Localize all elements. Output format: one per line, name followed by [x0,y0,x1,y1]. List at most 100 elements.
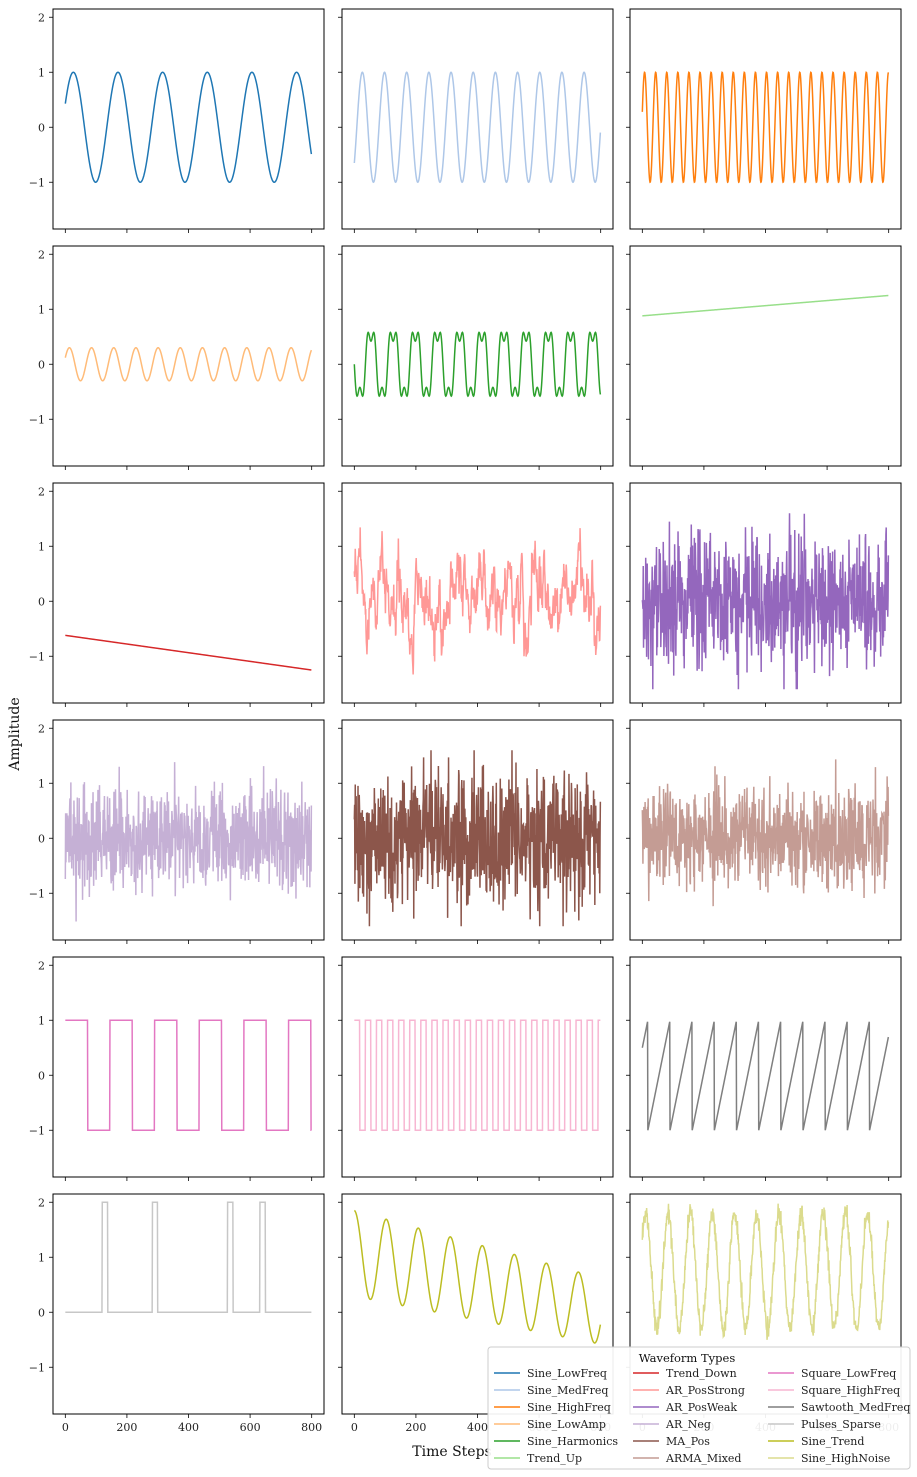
series-line-sine-lowamp [64,347,313,382]
legend-label: Square_HighFreq [801,1384,900,1397]
subplot-square-highfreq [338,956,614,1181]
series-line-ar-posstrong [353,527,602,675]
subplot-grid: −1 0 1 2 −1 0 1 2 −1 0 1 2 −1 0 1 2 −1 0 1 2 −1 0 1 2 0 200 400 600… [29,8,902,1434]
legend-item: Pulses_Sparse [768,1418,881,1431]
series-line-sine-lowfreq [64,71,313,183]
y-tick-label: −1 [29,1124,45,1137]
legend-label: Trend_Down [666,1367,737,1380]
y-axis-label: Amplitude [7,697,23,771]
legend-title: Waveform Types [639,1351,736,1365]
series-line-pulses-sparse [65,1201,312,1313]
series-line-sine-harmonics [353,331,602,398]
y-tick-label: 2 [38,722,45,735]
y-tick-label: 2 [38,1196,45,1209]
x-tick-label: 400 [467,1421,488,1434]
axes-frame [52,245,325,467]
y-tick-label: 1 [38,777,45,790]
y-tick-label: −1 [29,887,45,900]
subplot-sine-lowfreq: −1 0 1 2 [29,8,325,233]
series-line-square-lowfreq [65,1019,312,1131]
legend-item: Square_HighFreq [768,1384,900,1397]
legend-label: AR_PosWeak [665,1401,737,1414]
legend-item: AR_Neg [633,1418,711,1431]
series-line-square-highfreq [354,1019,601,1131]
subplot-sine-harmonics [338,245,614,470]
subplot-sine-lowamp: −1 0 1 2 [29,245,325,470]
legend-item: ARMA_Mixed [633,1452,741,1465]
legend-item: Sawtooth_MedFreq [768,1401,910,1414]
series-line-sine-trend [353,1209,602,1344]
subplot-trend-down: −1 0 1 2 [29,482,325,707]
legend-item: Sine_HighFreq [494,1401,611,1414]
legend: Waveform Types Sine_LowFreq Sine_MedFreq Si… [487,1346,911,1470]
axes-frame [341,245,614,467]
y-tick-label: −1 [29,1361,45,1374]
legend-item: Sine_MedFreq [494,1384,608,1397]
x-tick-label: 200 [116,1421,137,1434]
series-line-sine-highfreq [641,71,890,184]
subplot-ar-neg: −1 0 1 2 [29,719,325,944]
series-line-trend-down [65,634,312,671]
y-tick-label: 0 [38,358,45,371]
legend-label: Sine_LowFreq [527,1367,607,1380]
x-tick-label: 800 [301,1421,322,1434]
y-tick-label: 1 [38,540,45,553]
legend-item: AR_PosStrong [633,1384,745,1397]
y-tick-label: 1 [38,303,45,316]
y-tick-label: 1 [38,66,45,79]
axes-frame [52,1193,325,1415]
axes-frame [629,245,902,467]
subplot-square-lowfreq: −1 0 1 2 [29,956,325,1181]
series-line-trend-up [642,294,889,317]
y-tick-label: 2 [38,959,45,972]
y-tick-label: 0 [38,1069,45,1082]
legend-item: Sine_Harmonics [494,1435,618,1448]
y-tick-label: −1 [29,413,45,426]
subplot-ma-pos [338,719,614,944]
y-tick-label: −1 [29,176,45,189]
series-line-sawtooth-medfreq [641,1021,890,1131]
x-tick-label: 200 [405,1421,426,1434]
series-line-ma-pos [353,750,602,927]
legend-item: Trend_Up [494,1452,582,1465]
y-tick-label: 0 [38,1306,45,1319]
legend-label: Trend_Up [527,1452,582,1465]
legend-label: Sine_Harmonics [527,1435,618,1448]
y-tick-label: 1 [38,1014,45,1027]
legend-item: AR_PosWeak [633,1401,737,1414]
legend-label: AR_Neg [665,1418,711,1431]
legend-item: Square_LowFreq [768,1367,896,1380]
axes-frame [52,956,325,1178]
x-tick-label: 600 [240,1421,261,1434]
y-tick-label: 0 [38,121,45,134]
y-tick-label: 2 [38,485,45,498]
subplot-trend-up [626,245,902,470]
y-tick-label: 2 [38,248,45,261]
subplot-arma-mixed [626,719,902,944]
y-tick-label: −1 [29,650,45,663]
legend-label: Sine_HighNoise [801,1452,890,1465]
legend-item: Sine_LowAmp [494,1418,606,1431]
legend-label: Sine_Trend [801,1435,864,1448]
legend-box [487,1346,911,1470]
legend-label: Square_LowFreq [801,1367,896,1380]
axes-frame [629,8,902,230]
legend-item: Trend_Down [633,1367,737,1380]
x-tick-label: 0 [62,1421,69,1434]
series-line-sine-highnoise [641,1203,890,1340]
legend-item: Sine_Trend [768,1435,864,1448]
legend-label: Pulses_Sparse [801,1418,881,1431]
subplot-pulses-sparse: −1 0 1 2 0 200 400 600 800 [29,1193,325,1434]
x-tick-label: 0 [351,1421,358,1434]
legend-label: Sine_LowAmp [527,1418,606,1431]
subplot-sine-medfreq [338,8,614,233]
axes-frame [52,482,325,704]
legend-label: Sawtooth_MedFreq [801,1401,910,1414]
axes-frame [52,8,325,230]
legend-label: ARMA_Mixed [665,1452,741,1465]
legend-label: Sine_HighFreq [527,1401,611,1414]
legend-item: Sine_HighNoise [768,1452,890,1465]
subplot-sine-highfreq [626,8,902,233]
subplot-sawtooth-medfreq [626,956,902,1181]
series-line-arma-mixed [641,759,890,907]
